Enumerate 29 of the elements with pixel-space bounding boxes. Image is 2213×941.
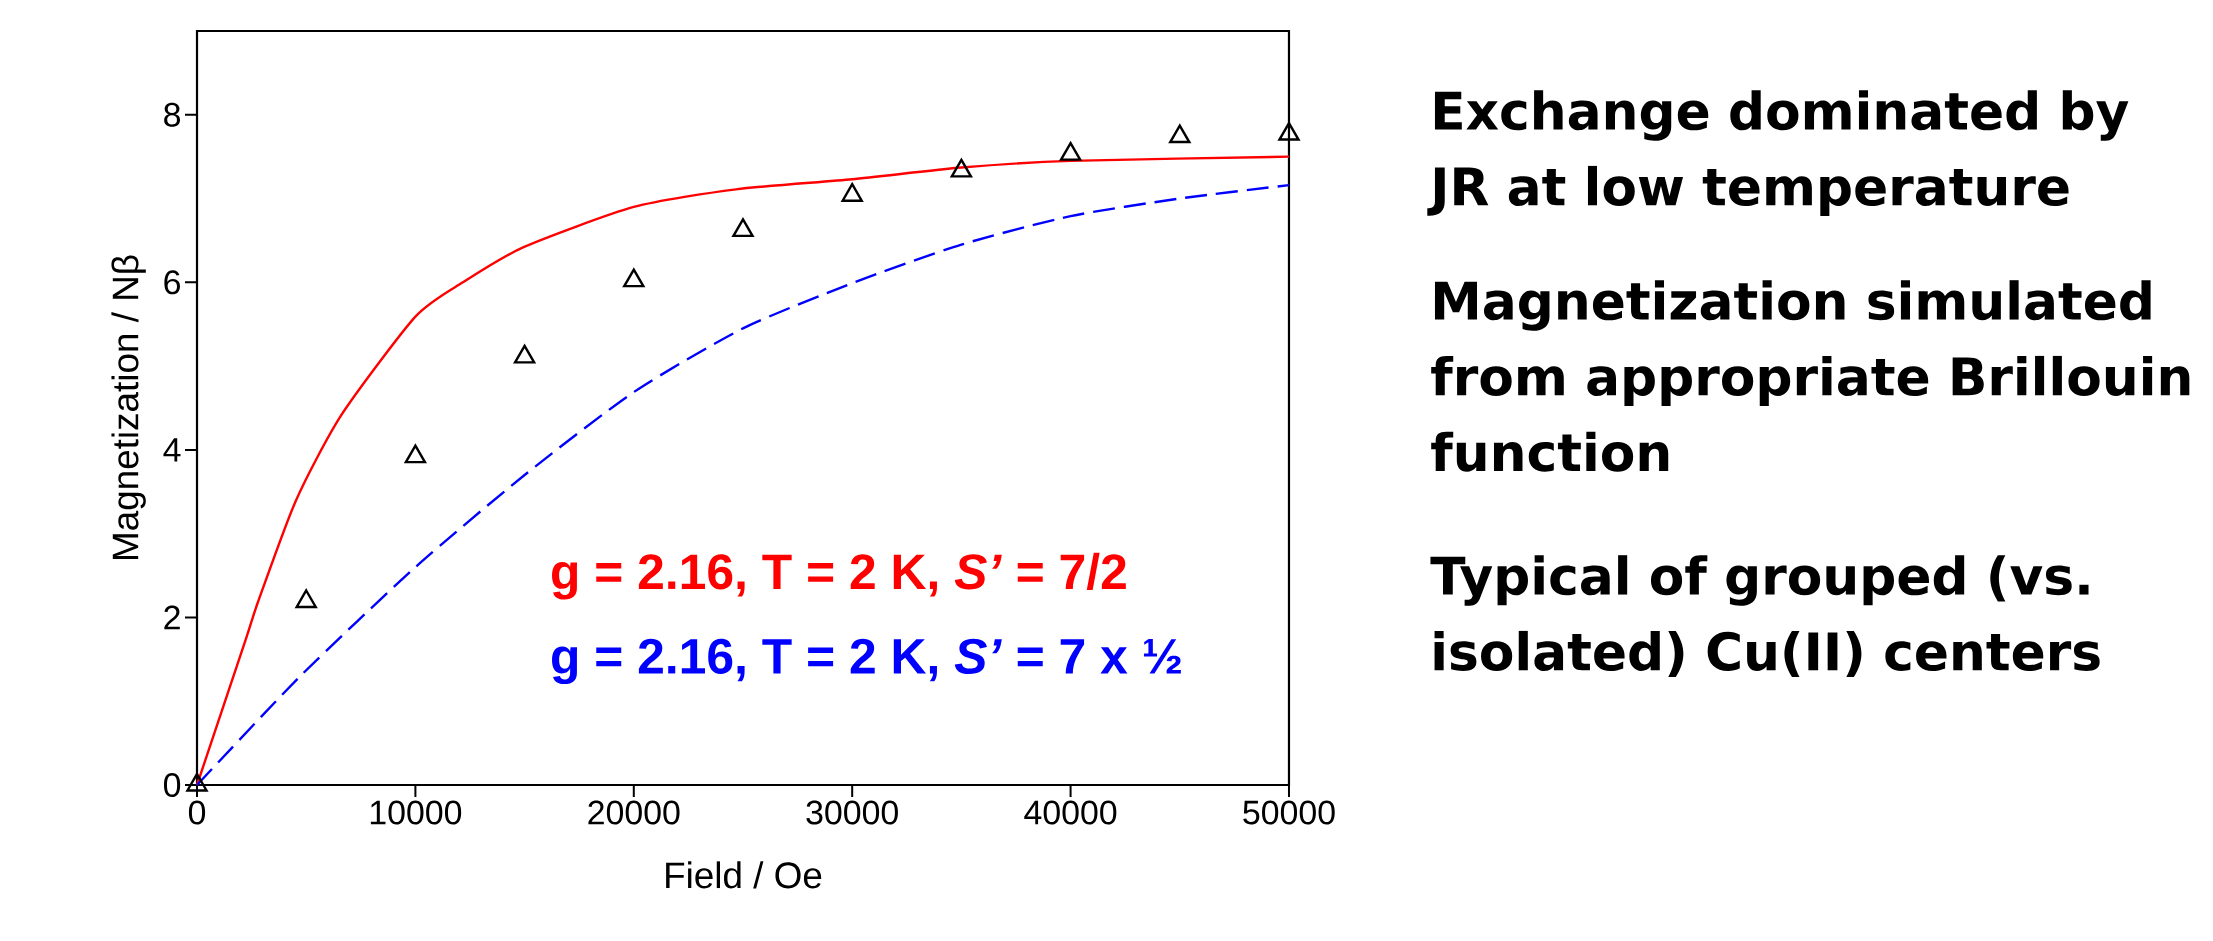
point (1169, 124, 1191, 144)
point (513, 344, 536, 364)
point (1278, 121, 1300, 141)
point (1059, 141, 1082, 161)
text: Magnetization simulated from appropriate Brillouin function (1431, 280, 2190, 472)
y-tick-label: 0 (163, 773, 181, 797)
x-tick-label: 0 (188, 800, 206, 825)
x-tick-label: 50000 (1243, 800, 1335, 825)
point (732, 218, 754, 238)
x-tick-label: 10000 (370, 800, 462, 825)
text: Exchange dominated by JR at low temperature (1427, 90, 2129, 217)
y-tick-label: 4 (163, 438, 181, 462)
y-tick-label: 2 (164, 605, 180, 630)
y-axis-title: Magnetization / Nβ (111, 255, 146, 559)
point (841, 182, 863, 202)
point (186, 772, 208, 792)
point (404, 444, 427, 464)
x-tick-label: 20000 (588, 800, 680, 825)
point (623, 268, 645, 288)
y-tick-label: 8 (164, 102, 181, 127)
point (950, 158, 973, 178)
text: g = 2.16, T = 2 K, S’ = 7/2 (552, 552, 1126, 600)
x-axis-title: Field / Oe (666, 861, 822, 889)
point (295, 589, 317, 609)
x-tick-label: 40000 (1024, 800, 1117, 825)
text: g = 2.16, T = 2 K, S’ = 7 x ½ (552, 638, 1181, 685)
y-tick-label: 6 (164, 270, 180, 295)
text: Typical of grouped (vs. isolated) Cu(II) centers (1430, 555, 2100, 678)
x-tick-label: 30000 (806, 800, 898, 825)
